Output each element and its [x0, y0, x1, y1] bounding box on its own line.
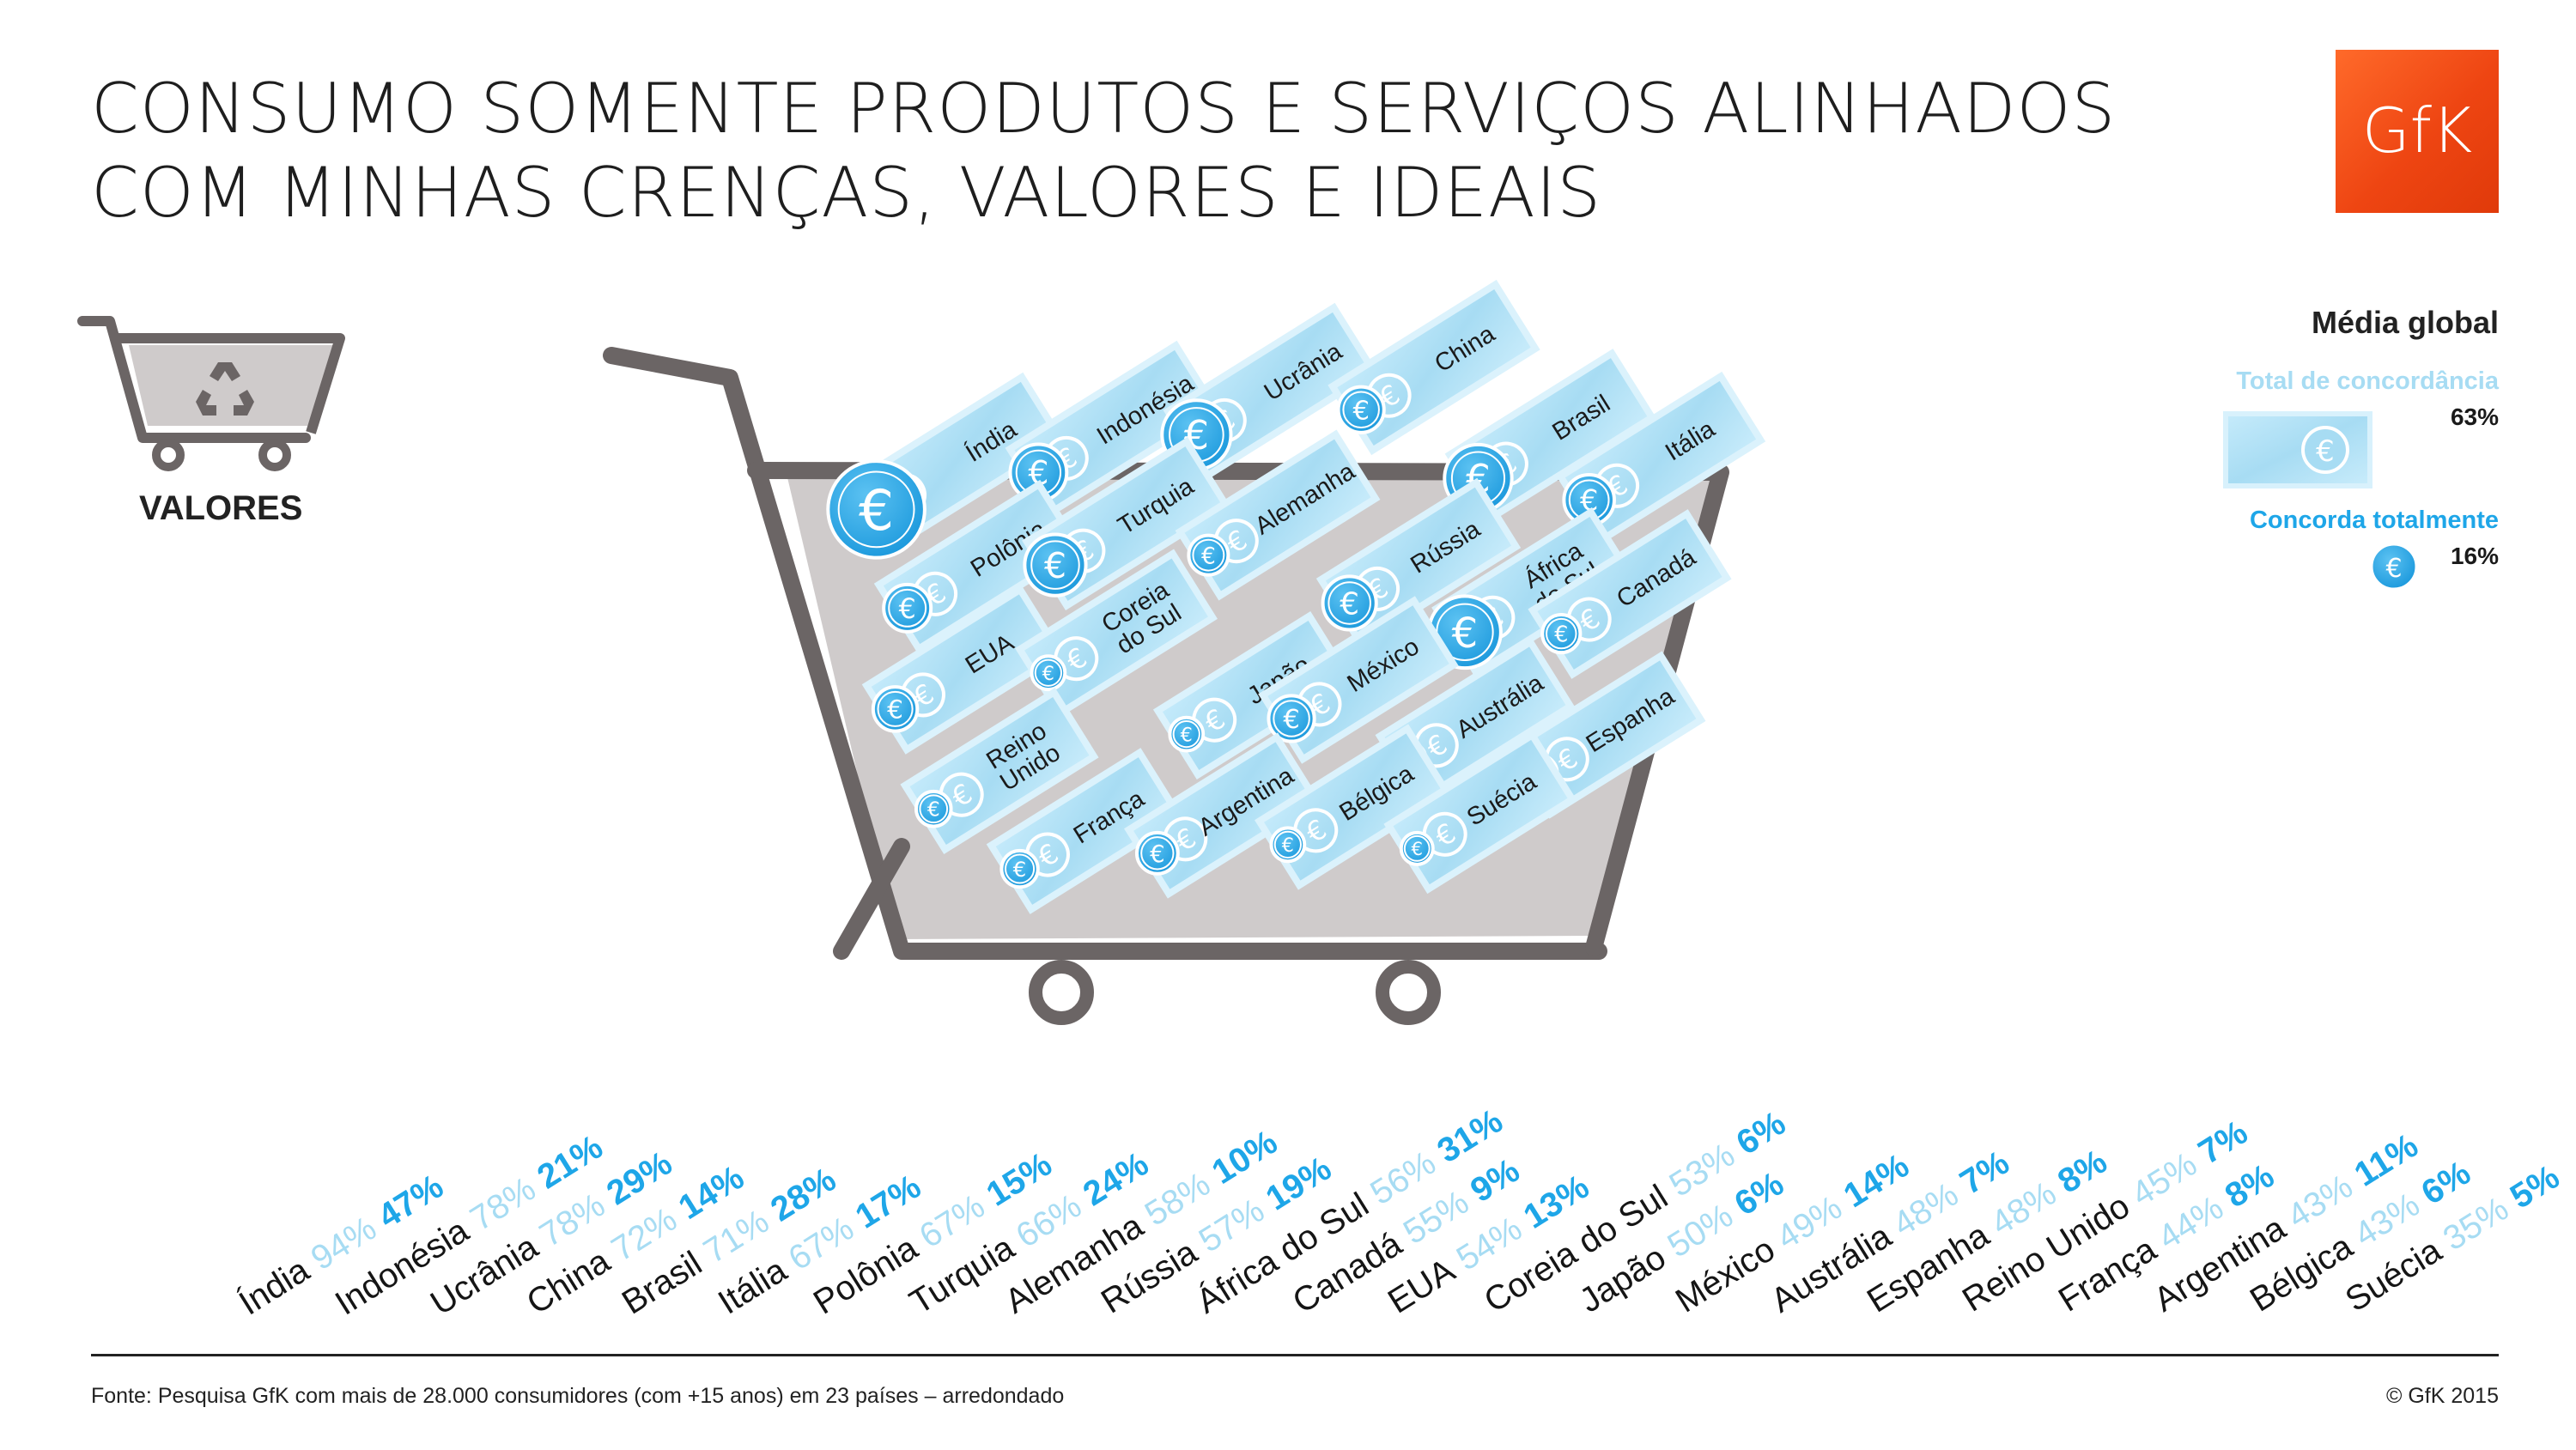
euro-coin-icon: €	[1168, 715, 1206, 753]
euro-coin-sign: €	[1181, 724, 1193, 746]
euro-coin-ring	[1546, 617, 1577, 650]
gfk-logo: GfK	[2336, 50, 2499, 213]
legend-title: Média global	[2311, 305, 2499, 340]
euro-coin-icon: €	[1187, 533, 1230, 577]
footer-divider	[91, 1354, 2499, 1356]
euro-coin-ring	[1192, 538, 1225, 572]
legend-full-value: 16%	[2450, 543, 2499, 569]
euro-coin-ring	[1342, 391, 1380, 428]
values-label: VALORES	[139, 489, 303, 527]
euro-coin-sign: €	[859, 479, 894, 543]
euro-coin-ring	[1030, 540, 1080, 590]
euro-coin-sign: €	[1580, 484, 1598, 518]
legend-banknote-icon: €	[2223, 411, 2372, 488]
euro-coin-shape	[1269, 826, 1307, 864]
euro-coin-icon: €	[914, 789, 953, 828]
legend-total-label: Total de concordância	[2236, 367, 2499, 395]
euro-coin-sign: €	[927, 798, 940, 822]
legend-total-value: 63%	[2450, 403, 2499, 430]
euro-coin-shape	[1321, 574, 1378, 632]
banknote-icon: €Bélgica	[1255, 724, 1452, 890]
values-cart-icon	[77, 316, 345, 471]
banknote-group: €Índia€€Indonésia€€Ucrânia€€China€€Brasi…	[826, 279, 1766, 914]
euro-coin-shape	[1540, 612, 1583, 655]
recycle-icon	[196, 362, 254, 416]
euro-coin-shape	[1030, 654, 1067, 692]
euro-coin-sign: €	[887, 695, 903, 725]
euro-coin-icon: €	[1008, 442, 1069, 503]
logo-text: GfK	[2361, 94, 2473, 167]
euro-coin-sign: €	[1150, 840, 1164, 868]
euro-coin-shape	[914, 789, 953, 828]
euro-coin-ring	[1005, 853, 1036, 884]
euro-coin-shape	[1168, 715, 1206, 753]
euro-coin-icon: €	[1399, 830, 1435, 866]
euro-coin-ring	[1273, 700, 1310, 737]
euro-coin-sign: €	[1282, 834, 1294, 857]
title-line-2: COM MINHAS CRENÇAS, VALORES E IDEAIS	[91, 153, 1602, 233]
euro-coin-sign: €	[1201, 543, 1216, 569]
euro-coin-ring	[837, 470, 915, 549]
euro-coin-sign: €	[1042, 663, 1054, 685]
page-title: CONSUMO SOMENTE PRODUTOS E SERVIÇOS ALIN…	[91, 67, 2116, 235]
footer-source: Fonte: Pesquisa GfK com mais de 28.000 c…	[91, 1384, 1065, 1408]
euro-coin-icon: €	[1030, 654, 1067, 692]
euro-coin-shape	[871, 685, 920, 733]
euro-coin-ring	[1140, 836, 1175, 871]
euro-coin-shape	[882, 582, 933, 634]
euro-coin-icon: €	[1267, 694, 1316, 743]
euro-coin-sign: €	[899, 594, 916, 625]
euro-coin-shape	[1134, 830, 1180, 876]
svg-text:€: €	[2385, 554, 2402, 584]
euro-coin-sign: €	[1013, 857, 1027, 882]
euro-coin-icon: €	[1023, 532, 1088, 598]
title-line-1: CONSUMO SOMENTE PRODUTOS E SERVIÇOS ALIN…	[91, 69, 2117, 149]
euro-coin-ring	[1273, 830, 1302, 858]
euro-coin-sign: €	[1044, 545, 1066, 586]
euro-coin-shape	[1267, 694, 1316, 743]
euro-coin-shape	[1187, 533, 1230, 577]
euro-coin-shape	[826, 459, 927, 560]
euro-coin-shape	[1336, 385, 1386, 434]
euro-coin-icon: €	[1321, 574, 1378, 632]
euro-coin-sign: €	[1554, 621, 1568, 646]
euro-coin-ring	[1327, 581, 1371, 625]
svg-text:€: €	[2316, 434, 2335, 469]
euro-coin-icon: €	[882, 582, 933, 634]
footer-copyright: © GfK 2015	[2386, 1384, 2499, 1408]
euro-coin-icon: €	[826, 459, 927, 560]
euro-coin-shape	[999, 848, 1040, 889]
euro-coin-icon: €	[1269, 826, 1307, 864]
euro-coin-sign: €	[1283, 705, 1299, 735]
euro-coin-shape	[1023, 532, 1088, 598]
euro-coin-icon: €	[1336, 385, 1386, 434]
euro-coin-sign: €	[1352, 396, 1369, 426]
euro-coin-icon: €	[871, 685, 920, 733]
euro-coin-sign: €	[1411, 839, 1423, 860]
euro-coin-ring	[877, 690, 914, 727]
euro-coin-ring	[919, 794, 949, 824]
euro-coin-sign: €	[1452, 610, 1479, 658]
euro-coin-ring	[1403, 834, 1431, 862]
euro-coin-sign: €	[1340, 587, 1359, 622]
euro-coin-ring	[1172, 720, 1200, 749]
euro-coin-ring	[888, 588, 927, 628]
legend-full-label: Concorda totalmente	[2249, 507, 2499, 534]
euro-coin-icon: €	[999, 848, 1040, 889]
euro-coin-icon: €	[1540, 612, 1583, 655]
euro-coin-ring	[1034, 658, 1062, 687]
legend-coin-icon: €	[2370, 543, 2418, 591]
euro-coin-shape	[1399, 830, 1435, 866]
euro-coin-icon: €	[1134, 830, 1180, 876]
